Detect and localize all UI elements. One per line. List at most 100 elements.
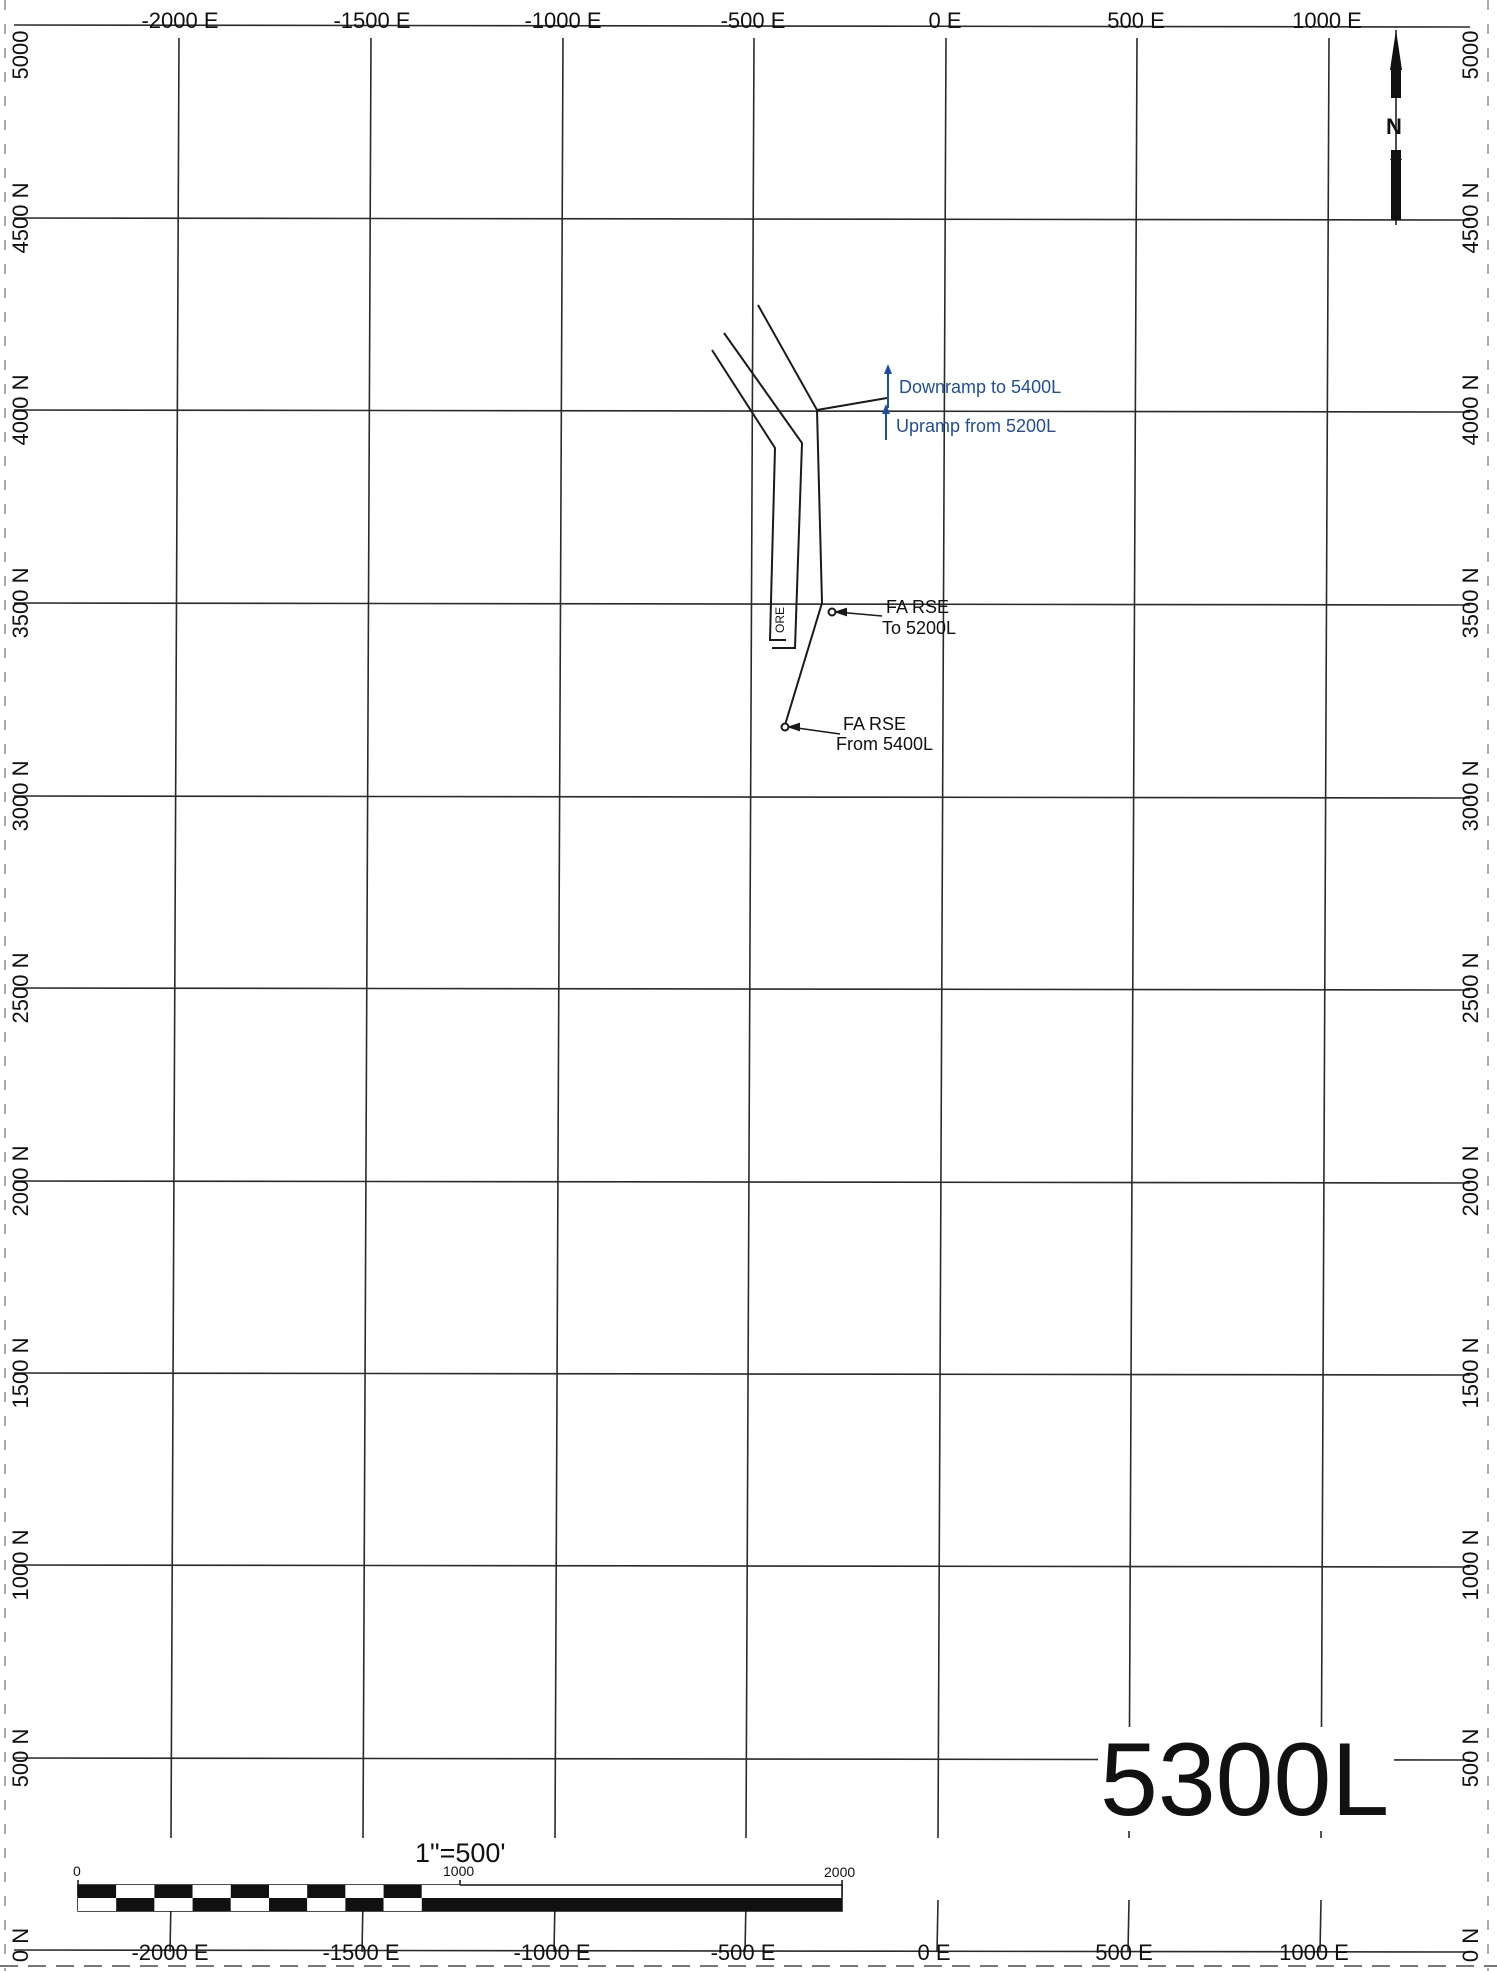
grid-line-easting (170, 37, 180, 1839)
grid-label-left: 4500 N (8, 183, 33, 254)
scale-segment (230, 1885, 269, 1898)
downramp-arrowhead-icon (884, 364, 892, 374)
grid-label-bottom: 500 E (1095, 1940, 1153, 1965)
scale-segment (154, 1885, 193, 1898)
grid-label-bottom: -2000 E (131, 1940, 208, 1965)
grid-line-northing (13, 1949, 1471, 1953)
ramp-branch-line (816, 397, 888, 411)
grid-label-top: -2000 E (141, 8, 218, 33)
grid-label-left: 0 N (8, 1928, 33, 1962)
scale-segment (78, 1885, 117, 1898)
grid-line-easting (362, 37, 372, 1839)
fa-rse-from-source: From 5400L (836, 734, 933, 754)
scale-ratio: 1"=500' (415, 1838, 506, 1868)
grid-label-right: 2000 N (1458, 1146, 1483, 1217)
scale-segment (307, 1885, 346, 1898)
scale-segment (345, 1885, 384, 1898)
grid-label-top: 0 E (928, 8, 961, 33)
scale-segment (230, 1898, 269, 1911)
grid-label-top: 500 E (1107, 8, 1165, 33)
fa-rse-to-title: FA RSE (886, 597, 949, 617)
raise-annotations: FA RSE To 5200L FA RSE From 5400L (836, 597, 956, 754)
level-title-background (1098, 1727, 1394, 1831)
grid-label-top: -1000 E (524, 8, 601, 33)
grid-line-easting (1128, 37, 1138, 1839)
ramp-drift (757, 304, 824, 726)
grid-label-right: 3500 N (1458, 568, 1483, 639)
grid-label-right: 0 N (1458, 1928, 1483, 1962)
scale-segment (192, 1885, 231, 1898)
grid-label-right: 4500 N (1458, 183, 1483, 254)
grid-label-right: 5000 (1458, 31, 1483, 80)
grid-line-easting (937, 37, 947, 1839)
grid-label-bottom: 1000 E (1279, 1940, 1349, 1965)
leader-arrowhead (833, 607, 847, 617)
ore-drift-outline-east (723, 332, 804, 649)
grid-label-left: 5000 (8, 31, 33, 80)
scale-segment (192, 1898, 231, 1911)
scale-segment (78, 1898, 117, 1911)
grid-line-northing (13, 409, 1471, 413)
grid-label-top: 1000 E (1292, 8, 1362, 33)
grid-label-right: 4000 N (1458, 375, 1483, 446)
grid-label-left: 2500 N (8, 953, 33, 1024)
scale-segment (383, 1885, 422, 1898)
scale-bar: 1"=500' 0 1000 2000 (73, 1838, 855, 1912)
ore-label: ORE (773, 607, 787, 633)
grid-label-right: 1000 N (1458, 1530, 1483, 1601)
grid-label-bottom: -1000 E (513, 1940, 590, 1965)
grid-line-easting (745, 37, 755, 1839)
grid-line-easting (554, 37, 564, 1839)
grid-line-northing (13, 987, 1471, 991)
grid-label-right: 500 N (1458, 1729, 1483, 1788)
scale-segment (116, 1885, 155, 1898)
grid-line-northing (13, 217, 1471, 221)
ore-drift-outline-west (711, 349, 786, 641)
scale-bar-segments (78, 1885, 460, 1911)
scale-segment (421, 1898, 460, 1911)
grid-label-left: 4000 N (8, 375, 33, 446)
grid-label-right: 3000 N (1458, 761, 1483, 832)
grid-label-top: -500 E (721, 8, 786, 33)
scale-tick-0: 0 (73, 1863, 81, 1879)
grid-line-northing (13, 1180, 1471, 1184)
grid-label-right: 1500 N (1458, 1338, 1483, 1409)
grid-label-left: 3500 N (8, 568, 33, 639)
grid-label-bottom: 0 E (917, 1940, 950, 1965)
grid-label-bottom: -500 E (711, 1940, 776, 1965)
grid-label-left: 2000 N (8, 1146, 33, 1217)
scale-segment (154, 1898, 193, 1911)
grid-label-left: 3000 N (8, 761, 33, 832)
north-arrow-icon: N (1386, 30, 1402, 225)
scale-segment (383, 1898, 422, 1911)
scale-tick-1000: 1000 (443, 1863, 474, 1879)
mine-workings (711, 304, 888, 735)
ramp-annotations: Downramp to 5400L Upramp from 5200L (882, 364, 1061, 440)
scale-segment (421, 1885, 460, 1898)
scale-segment (307, 1898, 346, 1911)
grid-label-left: 1500 N (8, 1338, 33, 1409)
level-title: 5300L (1100, 1722, 1389, 1838)
scale-segment (269, 1885, 308, 1898)
north-arrow-label: N (1386, 114, 1402, 139)
scale-segment (116, 1898, 155, 1911)
grid-labels: -2000 E -1500 E -1000 E -500 E 0 E 500 E 1000 … (8, 8, 1483, 1965)
grid-label-top: -1500 E (333, 8, 410, 33)
leader-arrowhead (786, 722, 800, 732)
grid-label-right: 2500 N (1458, 953, 1483, 1024)
upramp-arrowhead-icon (882, 404, 890, 414)
fa-rse-from-title: FA RSE (843, 714, 906, 734)
grid-line-northing (13, 24, 1471, 28)
upramp-label: Upramp from 5200L (896, 416, 1056, 436)
scale-segment (269, 1898, 308, 1911)
scale-tick-2000: 2000 (824, 1864, 855, 1880)
grid-line-easting (936, 1899, 939, 1953)
grid-line-easting (1127, 1899, 1130, 1953)
grid-line-northing (13, 602, 1471, 606)
fa-rse-to-destination: To 5200L (882, 618, 956, 638)
grid-line-northing (13, 1564, 1471, 1568)
grid-label-left: 1000 N (8, 1530, 33, 1601)
grid-line-easting (1320, 37, 1330, 1839)
grid-line-northing (13, 1372, 1471, 1376)
